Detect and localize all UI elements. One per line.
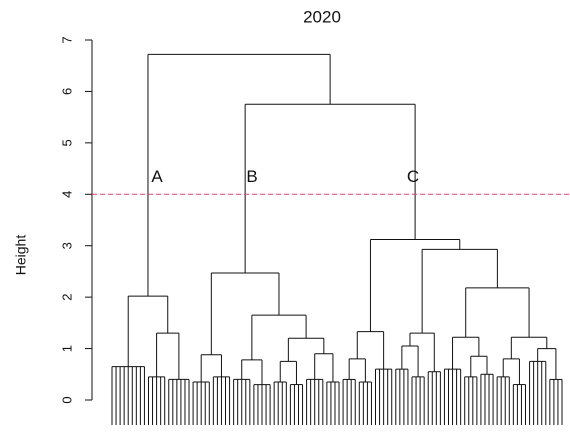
y-tick-label: 7 — [59, 36, 74, 43]
y-tick-label: 3 — [59, 242, 74, 249]
y-tick-label: 2 — [59, 294, 74, 301]
cluster-label: C — [407, 167, 419, 186]
chart-title: 2020 — [303, 7, 341, 26]
y-tick-label: 4 — [59, 191, 74, 198]
y-tick-label: 1 — [59, 345, 74, 352]
y-tick-label: 5 — [59, 139, 74, 146]
cluster-label: A — [151, 167, 163, 186]
y-tick-label: 6 — [59, 88, 74, 95]
y-tick-label: 0 — [59, 396, 74, 403]
y-axis-label: Height — [13, 235, 29, 276]
cluster-label: B — [246, 167, 257, 186]
